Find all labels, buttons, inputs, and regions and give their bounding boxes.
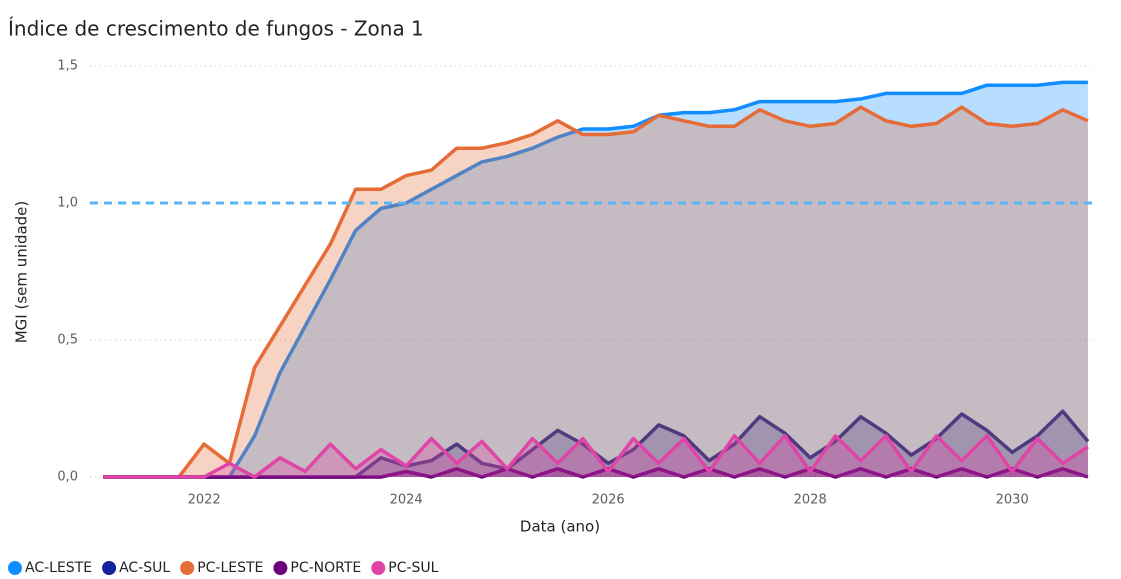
y-tick-label: 0,0 [57, 470, 78, 485]
series-line [103, 105, 1089, 479]
legend-label: PC-LESTE [197, 560, 263, 576]
series-line [103, 80, 1088, 479]
y-tick-label: 1,0 [57, 196, 78, 211]
legend-marker [8, 561, 22, 575]
legend-marker [180, 561, 195, 575]
area-fill [103, 107, 1088, 477]
area-fill [103, 411, 1088, 477]
x-tick-label: 2026 [592, 493, 625, 508]
legend-label: AC-SUL [119, 560, 170, 576]
x-axis-title: Data (ano) [520, 518, 600, 536]
y-tick-label: 0,5 [57, 333, 78, 348]
x-tick-label: 2030 [996, 493, 1029, 508]
x-tick-label: 2024 [390, 493, 423, 508]
area-fill [103, 82, 1088, 478]
series-line [103, 467, 1089, 479]
y-tick-label: 1,5 [57, 59, 78, 74]
x-tick-label: 2028 [794, 493, 827, 508]
chart-title: Índice de crescimento de fungos - Zona 1 [8, 17, 424, 41]
x-tick-label: 2022 [188, 493, 221, 508]
legend-label: PC-SUL [388, 560, 438, 576]
y-axis-title: MGI (sem unidade) [13, 201, 31, 344]
legend-label: PC-NORTE [290, 560, 361, 576]
legend-marker [371, 561, 386, 575]
legend-marker [273, 561, 288, 575]
series-line [103, 434, 1089, 479]
legend-marker [102, 561, 117, 575]
legend-label: AC-LESTE [25, 560, 92, 576]
